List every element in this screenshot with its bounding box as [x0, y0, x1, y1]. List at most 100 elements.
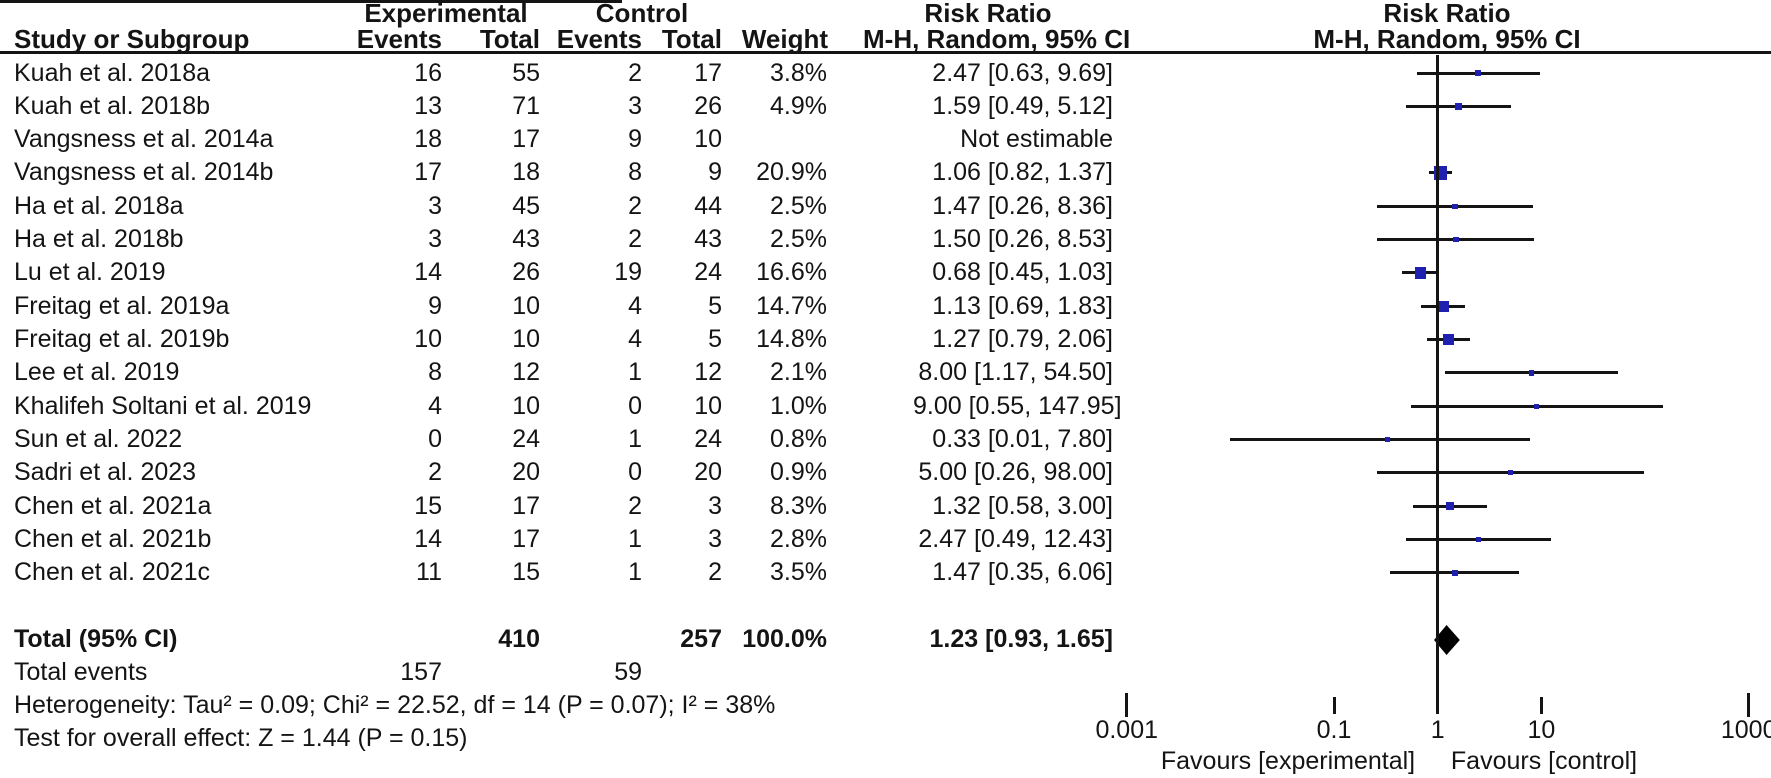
total-events-ctrl: 59	[614, 658, 642, 686]
table-cell-exp_total: 26	[512, 258, 540, 287]
table-cell-exp_total: 10	[512, 391, 540, 420]
table-cell-exp_events: 8	[428, 358, 442, 387]
point-estimate-marker	[1414, 267, 1427, 279]
no-effect-line	[1436, 55, 1439, 705]
point-estimate-marker	[1452, 203, 1458, 210]
heterogeneity-stats: Heterogeneity: Tau² = 0.09; Chi² = 22.52…	[14, 691, 776, 719]
table-cell-exp_total: 55	[512, 58, 540, 87]
point-estimate-marker	[1437, 300, 1449, 312]
overall-effect-test: Test for overall effect: Z = 1.44 (P = 0…	[14, 724, 468, 752]
point-estimate-marker	[1507, 470, 1513, 476]
axis-tick	[1747, 693, 1751, 717]
table-cell-rr_label: 1.27 [0.79, 2.06]	[932, 325, 1113, 354]
table-cell-rr_label: 0.33 [0.01, 7.80]	[932, 425, 1113, 454]
table-cell-ctrl_events: 1	[628, 524, 642, 553]
table-cell-ctrl_events: 0	[628, 391, 642, 420]
column-header-exp-events: Events	[356, 24, 442, 54]
table-cell-exp_total: 45	[512, 191, 540, 220]
table-cell-ctrl_total: 5	[708, 325, 722, 354]
table-cell-exp_events: 14	[414, 258, 442, 287]
study-label: Sun et al. 2022	[14, 425, 183, 454]
total-risk-ratio: 1.23 [0.93, 1.65]	[929, 625, 1113, 653]
table-cell-exp_total: 17	[512, 125, 540, 154]
table-cell-exp_events: 3	[428, 225, 442, 254]
table-cell-exp_total: 15	[512, 558, 540, 587]
study-label: Vangsness et al. 2014b	[14, 158, 274, 187]
total-row-label: Total (95% CI)	[14, 625, 178, 653]
table-cell-exp_total: 12	[512, 358, 540, 387]
axis-tick-label: 0.1	[1316, 716, 1352, 744]
table-cell-ctrl_total: 12	[694, 358, 722, 387]
table-cell-ctrl_total: 5	[708, 291, 722, 320]
study-label: Sadri et al. 2023	[14, 458, 197, 487]
column-group-experimental: Experimental	[364, 0, 528, 28]
table-cell-rr_label: 2.47 [0.49, 12.43]	[918, 524, 1113, 553]
axis-tick	[1332, 696, 1336, 714]
table-cell-ctrl_total: 43	[694, 225, 722, 254]
table-cell-exp_total: 18	[512, 158, 540, 187]
column-header-risk-ratio-text: Risk Ratio	[924, 0, 1052, 28]
study-label: Lu et al. 2019	[14, 258, 166, 287]
table-cell-exp_total: 17	[512, 524, 540, 553]
total-ctrl-total: 257	[680, 625, 722, 653]
study-label: Kuah et al. 2018b	[14, 91, 210, 120]
table-cell-exp_events: 4	[428, 391, 442, 420]
table-cell-exp_events: 14	[414, 524, 442, 553]
column-header-ctrl-events: Events	[556, 24, 642, 54]
point-estimate-marker	[1475, 536, 1482, 543]
table-cell-ctrl_total: 10	[694, 125, 722, 154]
study-label: Khalifeh Soltani et al. 2019	[14, 391, 312, 420]
table-cell-rr_label: 1.13 [0.69, 1.83]	[932, 291, 1113, 320]
table-cell-weight_label: 0.8%	[770, 425, 827, 454]
study-label: Lee et al. 2019	[14, 358, 180, 387]
table-cell-weight_label: 14.7%	[756, 291, 827, 320]
table-cell-weight_label: 2.5%	[770, 191, 827, 220]
point-estimate-marker	[1453, 236, 1459, 243]
table-cell-weight_label: 3.5%	[770, 558, 827, 587]
study-label: Ha et al. 2018b	[14, 225, 184, 254]
table-cell-ctrl_events: 0	[628, 458, 642, 487]
table-cell-rr_label: 9.00 [0.55, 147.95]	[913, 391, 1122, 420]
table-cell-ctrl_events: 4	[628, 291, 642, 320]
table-cell-exp_events: 10	[414, 325, 442, 354]
point-estimate-marker	[1443, 334, 1454, 345]
table-cell-weight_label: 8.3%	[770, 491, 827, 520]
table-cell-ctrl_total: 3	[708, 524, 722, 553]
total-weight: 100.0%	[742, 625, 827, 653]
table-cell-exp_events: 3	[428, 191, 442, 220]
table-cell-ctrl_total: 9	[708, 158, 722, 187]
study-label: Chen et al. 2021a	[14, 491, 212, 520]
table-cell-exp_events: 18	[414, 125, 442, 154]
table-cell-rr_label: 1.06 [0.82, 1.37]	[932, 158, 1113, 187]
table-cell-ctrl_events: 9	[628, 125, 642, 154]
table-cell-exp_total: 43	[512, 225, 540, 254]
column-header-weight: Weight	[741, 24, 828, 54]
study-label: Freitag et al. 2019a	[14, 291, 230, 320]
total-exp-total: 410	[498, 625, 540, 653]
table-cell-rr_label: 1.50 [0.26, 8.53]	[932, 225, 1113, 254]
point-estimate-marker	[1475, 69, 1482, 77]
table-cell-exp_events: 2	[428, 458, 442, 487]
table-cell-weight_label: 2.8%	[770, 524, 827, 553]
column-header-method-text: M-H, Random, 95% CI	[863, 24, 1131, 54]
total-events-label: Total events	[14, 658, 148, 686]
table-cell-ctrl_events: 2	[628, 191, 642, 220]
table-cell-rr_label: 8.00 [1.17, 54.50]	[918, 358, 1113, 387]
table-cell-exp_total: 71	[512, 91, 540, 120]
table-cell-ctrl_events: 4	[628, 325, 642, 354]
table-cell-weight_label: 2.5%	[770, 225, 827, 254]
table-cell-exp_events: 0	[428, 425, 442, 454]
table-cell-rr_label: 1.47 [0.26, 8.36]	[932, 191, 1113, 220]
table-cell-exp_events: 15	[414, 491, 442, 520]
table-cell-rr_label: 5.00 [0.26, 98.00]	[918, 458, 1113, 487]
table-cell-rr_label: 1.47 [0.35, 6.06]	[932, 558, 1113, 587]
axis-tick-label: 10	[1527, 716, 1556, 744]
ci-line	[1230, 438, 1531, 442]
table-cell-exp_events: 13	[414, 91, 442, 120]
table-cell-ctrl_events: 1	[628, 425, 642, 454]
point-estimate-marker	[1385, 437, 1391, 442]
x-axis-line	[0, 0, 622, 3]
table-cell-exp_total: 17	[512, 491, 540, 520]
